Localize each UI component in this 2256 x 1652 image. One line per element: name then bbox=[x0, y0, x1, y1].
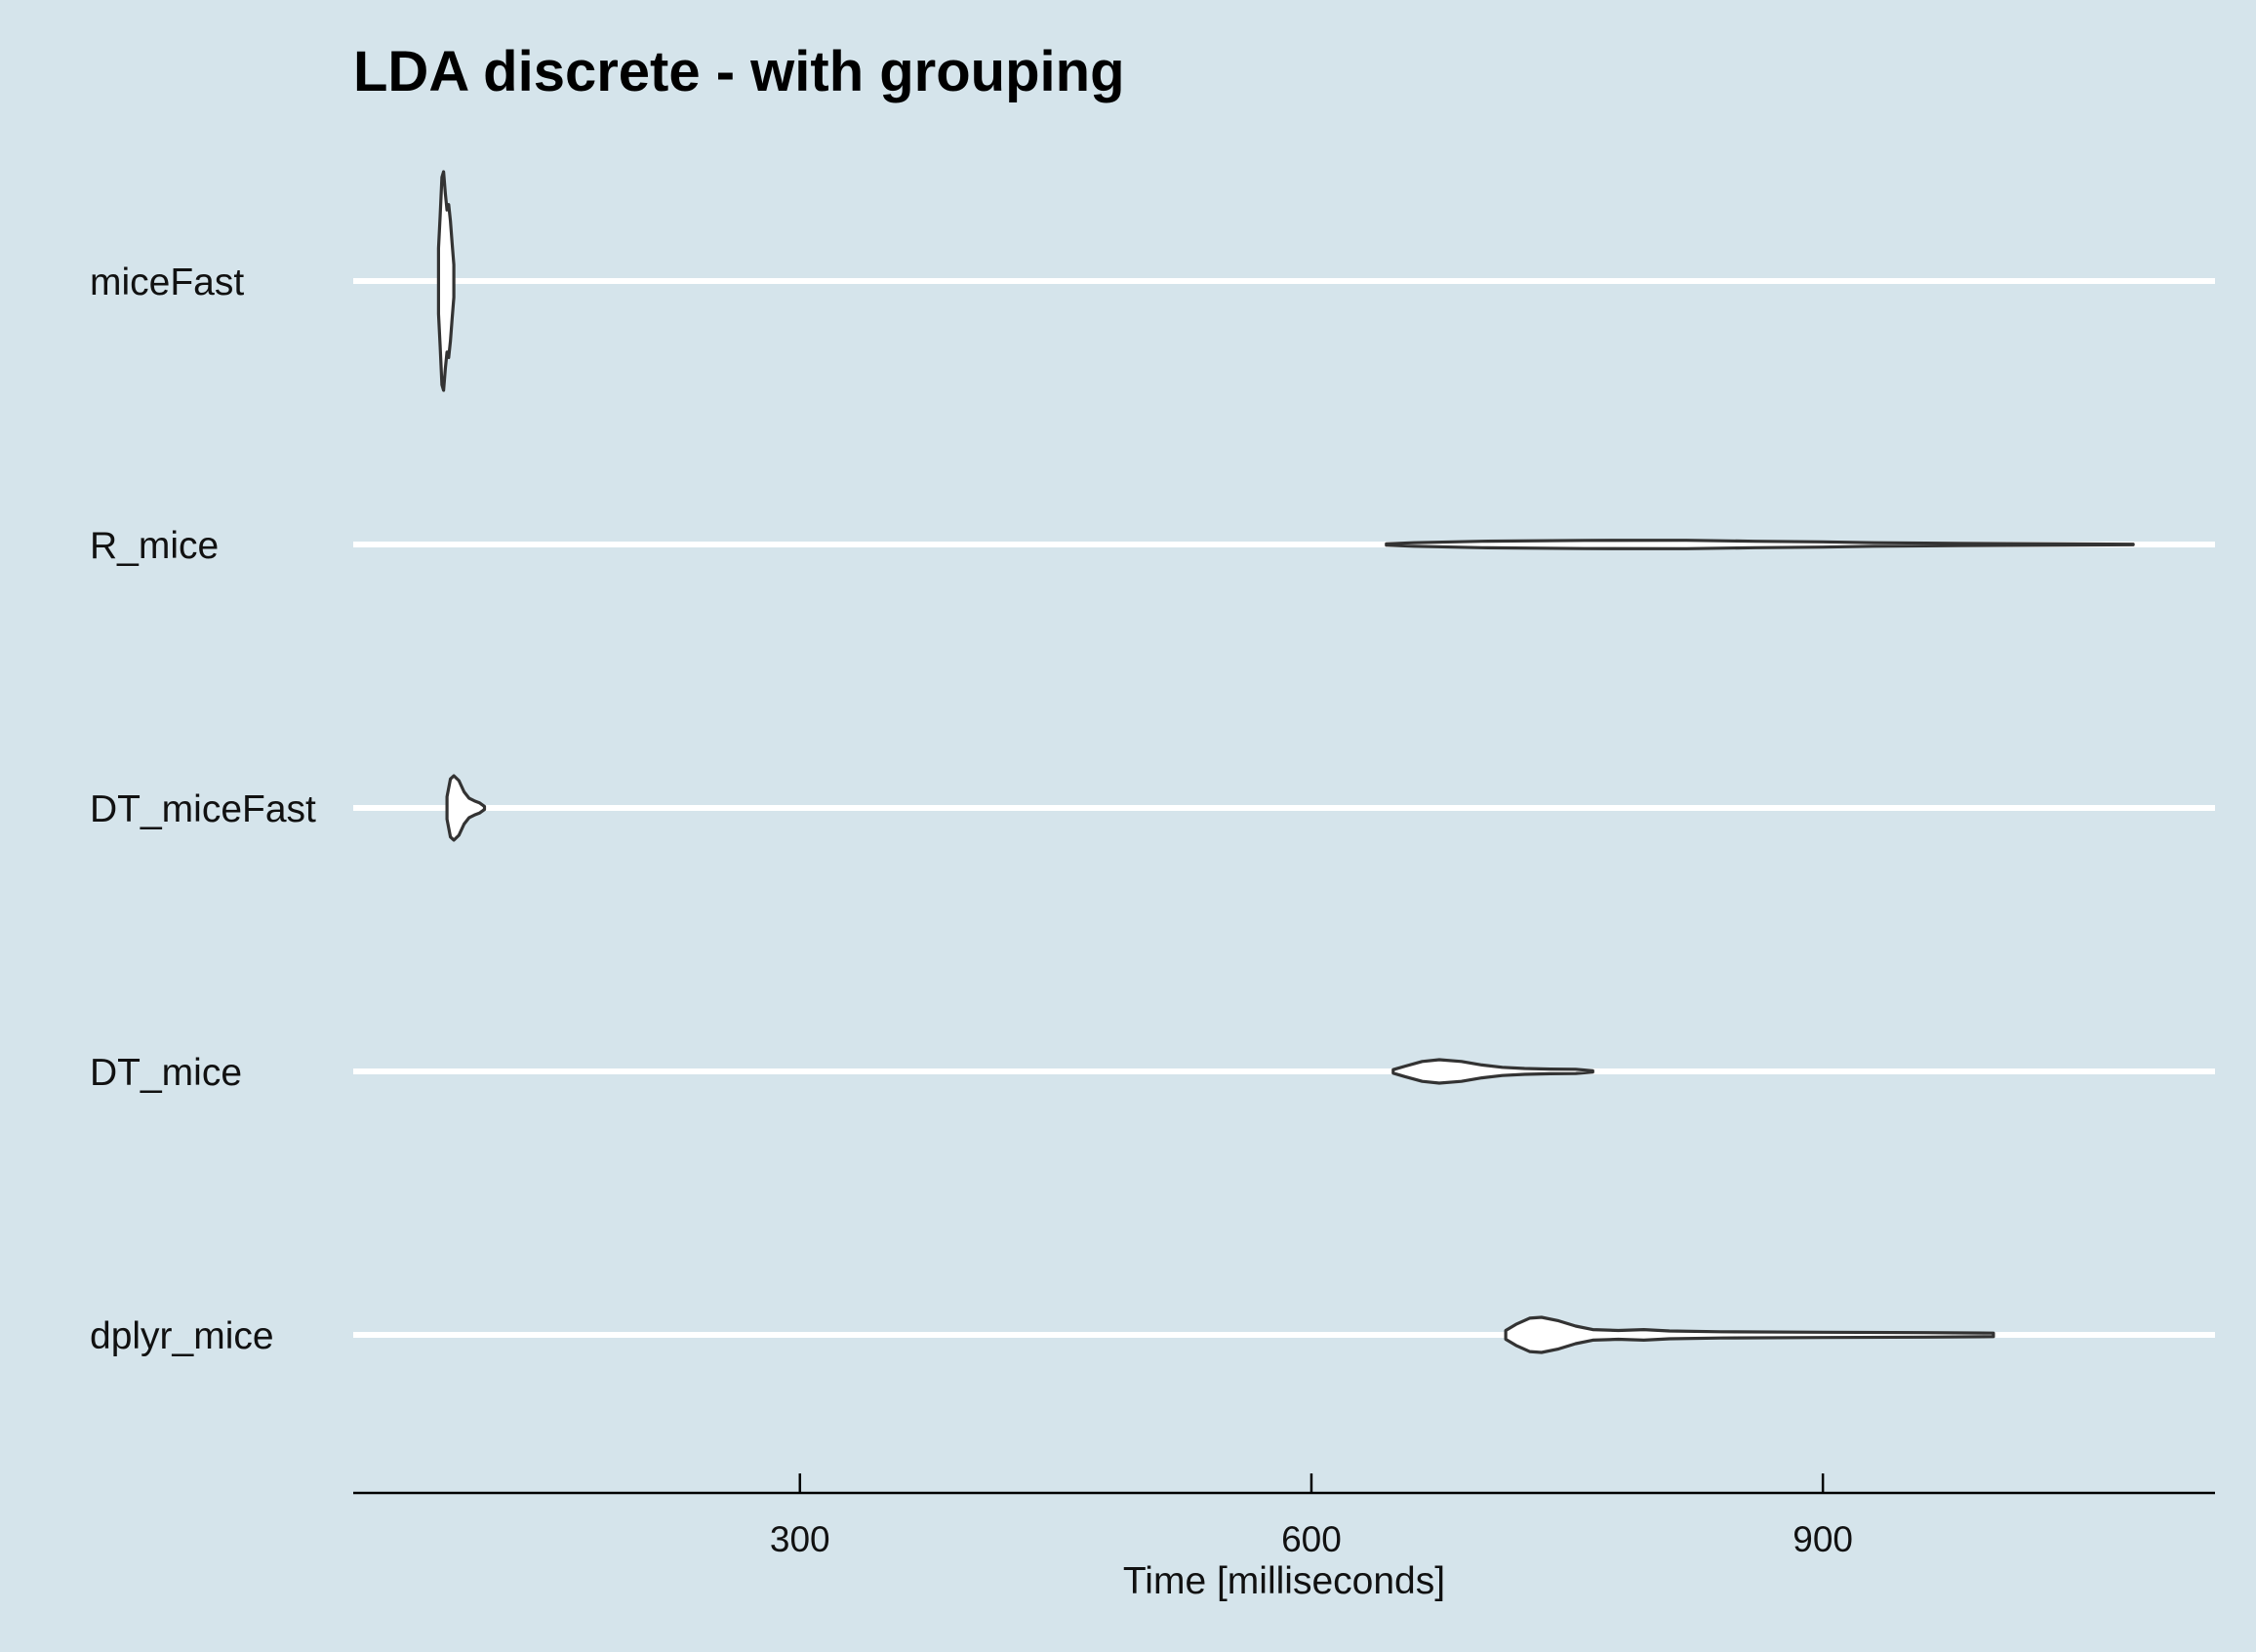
violin-DT_miceFast bbox=[445, 774, 487, 842]
x-tick-label-900: 900 bbox=[1793, 1519, 1853, 1559]
x-tick-label-600: 600 bbox=[1281, 1519, 1342, 1559]
violin-DT_mice bbox=[1391, 1058, 1594, 1085]
x-axis-ticks: 300 600 900 bbox=[770, 1473, 1853, 1559]
x-axis-title: Time [milliseconds] bbox=[1123, 1560, 1445, 1602]
violin-R_mice bbox=[1385, 539, 2135, 550]
category-label-miceFast: miceFast bbox=[90, 262, 244, 303]
violin-miceFast bbox=[436, 170, 456, 392]
category-label-DT_mice: DT_mice bbox=[90, 1052, 242, 1094]
category-label-R_mice: R_mice bbox=[90, 525, 219, 567]
violin-dplyr_mice bbox=[1504, 1315, 1995, 1354]
category-labels: miceFast R_mice DT_miceFast DT_mice dplyr_mi… bbox=[90, 262, 316, 1357]
category-label-DT_miceFast: DT_miceFast bbox=[90, 788, 316, 830]
chart-title: LDA discrete - with grouping bbox=[353, 40, 1125, 103]
x-tick-label-300: 300 bbox=[770, 1519, 830, 1559]
category-label-dplyr_mice: dplyr_mice bbox=[90, 1315, 274, 1357]
violins bbox=[436, 170, 2135, 1354]
